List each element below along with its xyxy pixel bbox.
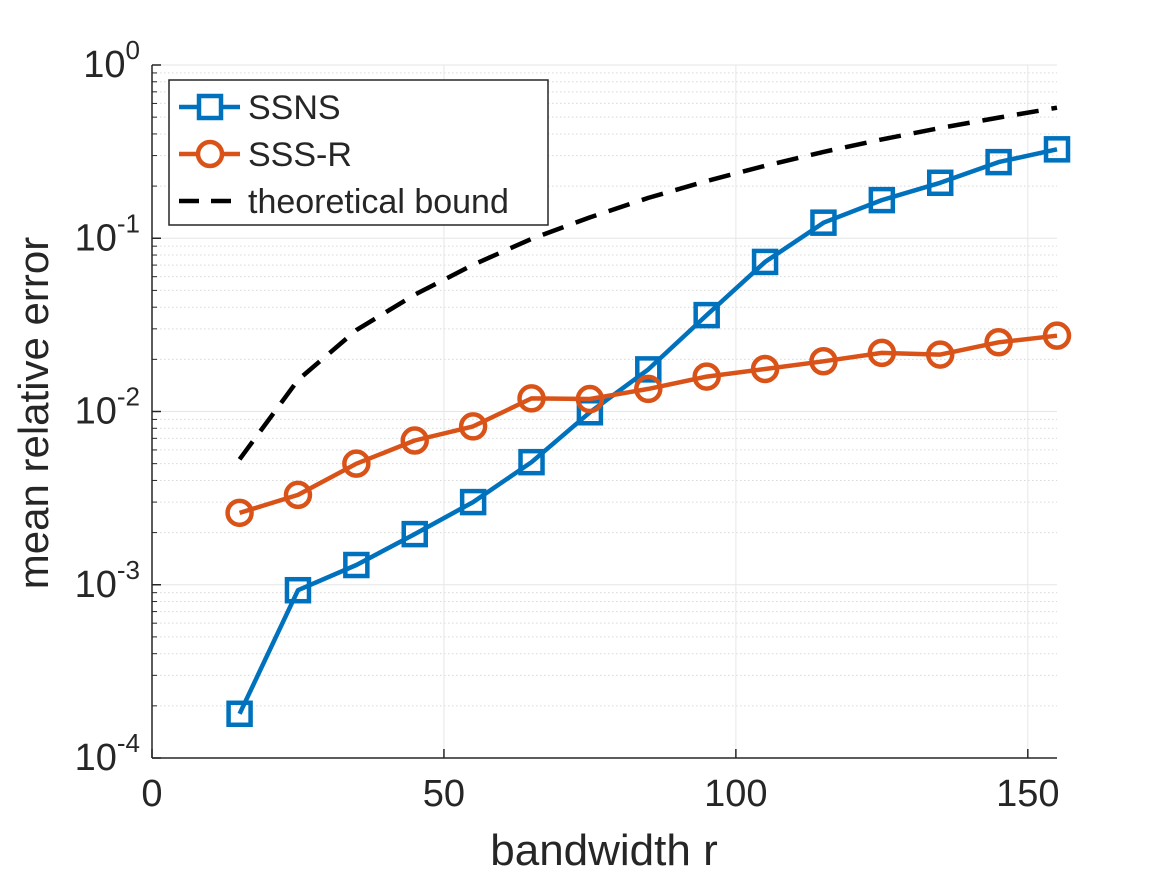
x-tick-label: 150 — [996, 773, 1059, 815]
data-point-sss-r — [342, 449, 371, 478]
series-line-sss-r — [238, 333, 1058, 516]
data-point-ssns — [576, 399, 604, 426]
x-tick-label: 50 — [423, 773, 465, 815]
data-point-ssns — [459, 488, 487, 516]
data-point-ssns — [751, 248, 779, 276]
data-point-sss-r — [925, 340, 955, 369]
data-point-sss-r — [692, 362, 721, 391]
data-point-ssns — [1043, 136, 1071, 163]
legend-label: SSS-R — [248, 136, 352, 174]
data-point-sss-r — [750, 354, 780, 384]
legend: SSNS SSS-R theoretical bound — [168, 79, 549, 226]
data-point-sss-r — [809, 347, 838, 376]
legend-label: theoretical bound — [248, 183, 509, 221]
data-point-sss-r — [1042, 321, 1072, 350]
legend-entries: SSNS SSS-R theoretical bound — [179, 89, 509, 221]
minor-grid — [152, 72, 1057, 707]
series-line-ssns — [237, 147, 1058, 715]
series-line-theoretical-bound — [237, 105, 1058, 461]
axes — [151, 64, 1057, 759]
tick-labels: 0 50 100 150 10-4 10-3 10-2 10-1 100 — [75, 35, 1060, 815]
data-point-sss-r — [225, 498, 254, 528]
data-point-sss-r — [517, 384, 546, 413]
data-point-ssns — [810, 209, 837, 236]
x-tick-label: 0 — [141, 773, 162, 815]
y-tick-label: 10-2 — [75, 382, 140, 433]
y-tick-label: 10-4 — [75, 728, 140, 779]
x-tick-label: 100 — [704, 773, 767, 815]
legend-label: SSNS — [248, 89, 341, 127]
data-point-sss-r — [634, 374, 663, 404]
data-point-ssns — [343, 551, 370, 579]
data-point-ssns — [401, 520, 428, 548]
data-point-ssns — [693, 301, 720, 329]
x-axis-label: bandwidth r — [490, 826, 717, 875]
y-tick-label: 10-3 — [75, 555, 140, 606]
data-point-ssns — [518, 448, 545, 476]
data-point-ssns — [926, 169, 954, 197]
data-point-sss-r — [575, 384, 605, 414]
data-point-sss-r — [458, 412, 488, 441]
series-layer — [225, 105, 1072, 728]
data-point-ssns — [284, 576, 312, 604]
y-tick-label: 10-1 — [75, 208, 140, 259]
data-point-ssns — [985, 148, 1012, 176]
y-axis-label: mean relative error — [10, 237, 57, 589]
y-tick-label: 100 — [83, 35, 140, 86]
data-point-sss-r — [400, 426, 429, 455]
legend-marker-square — [196, 93, 224, 121]
data-point-sss-r — [984, 328, 1013, 357]
data-point-sss-r — [867, 338, 897, 368]
data-point-ssns — [868, 186, 896, 214]
data-point-sss-r — [283, 480, 313, 510]
legend-marker-circle — [195, 139, 225, 169]
data-point-ssns — [226, 700, 253, 728]
data-point-ssns — [635, 356, 662, 383]
